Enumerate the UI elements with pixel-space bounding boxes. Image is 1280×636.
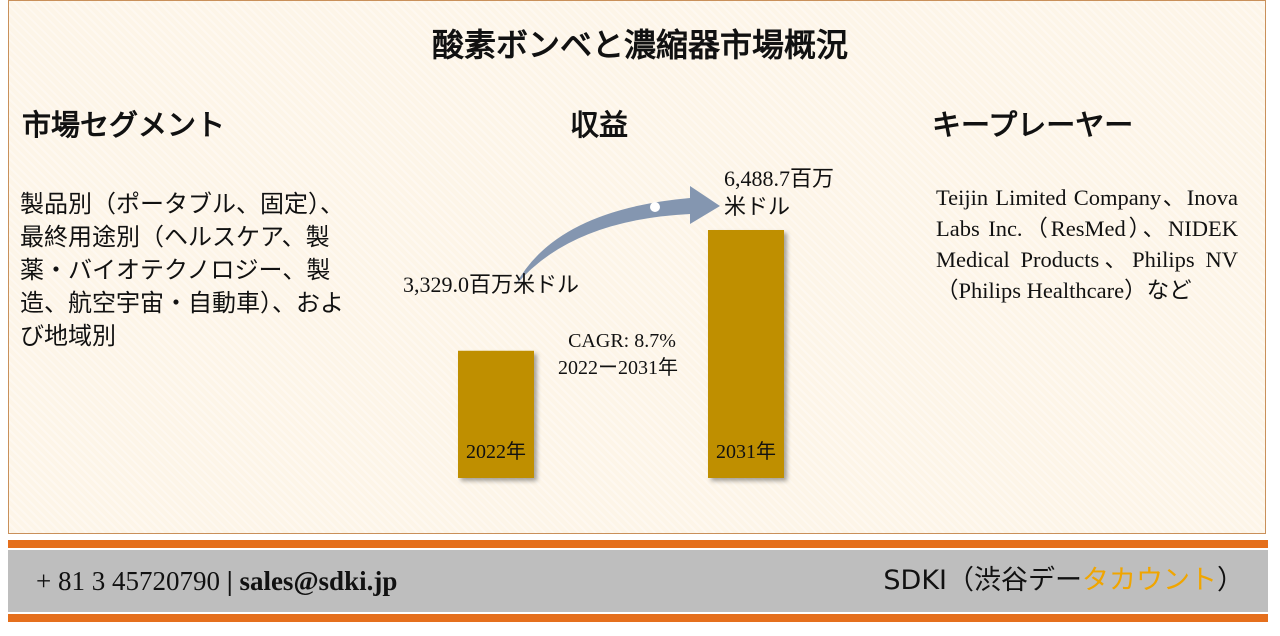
brand-suffix: ） — [1217, 565, 1244, 596]
arrow-dot — [650, 202, 660, 212]
bar-1 — [708, 230, 784, 478]
value-label-1-line-2: 米ドル — [724, 194, 790, 219]
brand-accent: タカウント — [1082, 565, 1217, 596]
segment-heading: 市場セグメント — [22, 108, 226, 142]
page-title: 酸素ボンベと濃縮器市場概況 — [431, 26, 848, 64]
bar-category-label-1: 2031年 — [716, 440, 776, 463]
cagr-period-label: 2022ー2031年 — [558, 356, 678, 379]
phone-number: + 81 3 45720790 — [36, 566, 220, 596]
footer-bottom-line — [8, 614, 1268, 622]
bar-0 — [458, 350, 534, 478]
revenue-heading: 収益 — [570, 108, 629, 142]
brand-prefix: SDKI（渋谷デー — [883, 565, 1082, 596]
key-players-text: Teijin Limited Company、Inova Labs Inc.（R… — [936, 185, 1238, 303]
summary-panel — [8, 0, 1266, 534]
bar-category-label-0: 2022年 — [466, 440, 526, 463]
cagr-label: CAGR: 8.7% — [568, 330, 676, 352]
key-players-heading: キープレーヤー — [932, 108, 1134, 142]
email-link[interactable]: sales@sdki.jp — [239, 566, 398, 596]
footer-bar — [8, 550, 1268, 612]
segment-text: 製品別（ポータブル、固定）、最終用途別（ヘルスケア、製薬・バイオテクノロジー、製… — [20, 190, 344, 350]
value-label-0: 3,329.0百万米ドル — [403, 272, 579, 297]
growth-arrow — [515, 186, 720, 286]
footer-top-line — [8, 540, 1268, 548]
contact-info: + 81 3 45720790 | sales@sdki.jp — [36, 566, 397, 597]
separator: | — [226, 566, 233, 596]
brand-name: SDKI（渋谷データカウント） — [883, 558, 1244, 597]
value-label-1-line-1: 6,488.7百万 — [724, 166, 834, 191]
